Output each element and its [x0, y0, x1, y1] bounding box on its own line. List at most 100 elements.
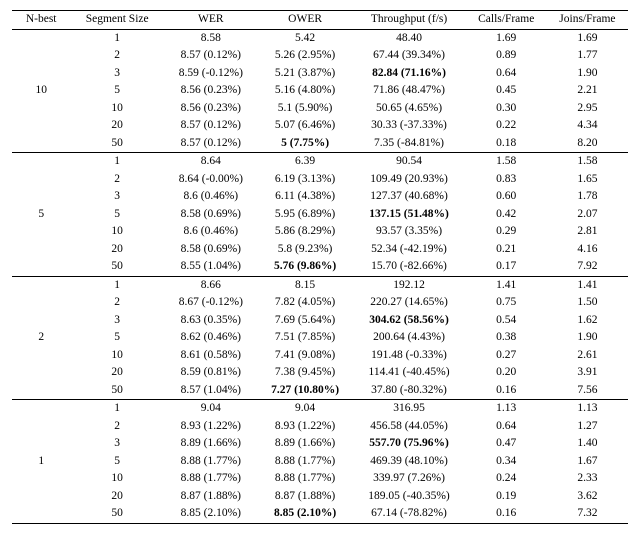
table-row: 108.56 (0.23%)5.1 (5.90%)50.65 (4.65%)0.…	[12, 100, 628, 118]
segment-size: 2	[70, 418, 164, 436]
segment-size: 10	[70, 100, 164, 118]
wer: 8.55 (1.04%)	[164, 258, 258, 276]
throughput: 339.97 (7.26%)	[352, 470, 465, 488]
segment-size: 3	[70, 435, 164, 453]
calls-per-frame: 0.20	[466, 364, 547, 382]
segment-size: 3	[70, 65, 164, 83]
table-row: 119.049.04316.951.131.13	[12, 400, 628, 418]
ower: 7.38 (9.45%)	[258, 364, 353, 382]
joins-per-frame: 8.20	[547, 135, 628, 153]
joins-per-frame: 2.21	[547, 82, 628, 100]
ower: 8.88 (1.77%)	[258, 470, 353, 488]
calls-per-frame: 0.75	[466, 294, 547, 312]
wer: 8.61 (0.58%)	[164, 347, 258, 365]
ower: 6.11 (4.38%)	[258, 188, 353, 206]
calls-per-frame: 0.24	[466, 470, 547, 488]
throughput: 7.35 (-84.81%)	[352, 135, 465, 153]
segment-size: 1	[70, 30, 164, 48]
joins-per-frame: 1.13	[547, 400, 628, 418]
segment-size: 5	[70, 206, 164, 224]
table-row: 38.63 (0.35%)7.69 (5.64%)304.62 (58.56%)…	[12, 312, 628, 330]
ower: 6.19 (3.13%)	[258, 171, 353, 189]
ower: 7.82 (4.05%)	[258, 294, 353, 312]
calls-per-frame: 0.89	[466, 47, 547, 65]
joins-per-frame: 4.34	[547, 117, 628, 135]
throughput: 200.64 (4.43%)	[352, 329, 465, 347]
joins-per-frame: 7.92	[547, 258, 628, 276]
joins-per-frame: 2.81	[547, 223, 628, 241]
ower: 8.15	[258, 277, 353, 295]
throughput: 48.40	[352, 30, 465, 48]
ower: 7.69 (5.64%)	[258, 312, 353, 330]
throughput: 456.58 (44.05%)	[352, 418, 465, 436]
nbest-cell: 2	[12, 277, 70, 400]
calls-per-frame: 0.64	[466, 418, 547, 436]
throughput: 52.34 (-42.19%)	[352, 241, 465, 259]
ower: 5.95 (6.89%)	[258, 206, 353, 224]
wer: 8.88 (1.77%)	[164, 453, 258, 471]
calls-per-frame: 1.13	[466, 400, 547, 418]
calls-per-frame: 0.27	[466, 347, 547, 365]
ower: 8.87 (1.88%)	[258, 488, 353, 506]
joins-per-frame: 1.69	[547, 30, 628, 48]
segment-size: 3	[70, 312, 164, 330]
throughput: 67.44 (39.34%)	[352, 47, 465, 65]
ower: 8.89 (1.66%)	[258, 435, 353, 453]
throughput: 316.95	[352, 400, 465, 418]
segment-size: 20	[70, 241, 164, 259]
throughput: 189.05 (-40.35%)	[352, 488, 465, 506]
wer: 8.6 (0.46%)	[164, 188, 258, 206]
ower: 5.1 (5.90%)	[258, 100, 353, 118]
table-row: 1018.585.4248.401.691.69	[12, 30, 628, 48]
wer: 8.6 (0.46%)	[164, 223, 258, 241]
segment-size: 5	[70, 82, 164, 100]
table-row: 28.57 (0.12%)5.26 (2.95%)67.44 (39.34%)0…	[12, 47, 628, 65]
table-row: 58.58 (0.69%)5.95 (6.89%)137.15 (51.48%)…	[12, 206, 628, 224]
table-row: 108.88 (1.77%)8.88 (1.77%)339.97 (7.26%)…	[12, 470, 628, 488]
throughput: 90.54	[352, 153, 465, 171]
wer: 8.85 (2.10%)	[164, 505, 258, 523]
calls-per-frame: 0.34	[466, 453, 547, 471]
table-row: 508.57 (1.04%)7.27 (10.80%)37.80 (-80.32…	[12, 382, 628, 400]
calls-per-frame: 1.69	[466, 30, 547, 48]
calls-per-frame: 0.47	[466, 435, 547, 453]
ower: 7.41 (9.08%)	[258, 347, 353, 365]
segment-size: 50	[70, 382, 164, 400]
wer: 8.66	[164, 277, 258, 295]
throughput: 220.27 (14.65%)	[352, 294, 465, 312]
throughput: 114.41 (-40.45%)	[352, 364, 465, 382]
table-row: 218.668.15192.121.411.41	[12, 277, 628, 295]
table-row: 28.64 (-0.00%)6.19 (3.13%)109.49 (20.93%…	[12, 171, 628, 189]
segment-size: 50	[70, 258, 164, 276]
calls-per-frame: 0.18	[466, 135, 547, 153]
wer: 8.58 (0.69%)	[164, 206, 258, 224]
throughput: 469.39 (48.10%)	[352, 453, 465, 471]
throughput: 191.48 (-0.33%)	[352, 347, 465, 365]
header-seg: Segment Size	[70, 11, 164, 29]
ower: 5.16 (4.80%)	[258, 82, 353, 100]
header-thr: Throughput (f/s)	[352, 11, 465, 29]
joins-per-frame: 3.62	[547, 488, 628, 506]
segment-size: 20	[70, 364, 164, 382]
header-jf: Joins/Frame	[547, 11, 628, 29]
segment-size: 2	[70, 294, 164, 312]
throughput: 37.80 (-80.32%)	[352, 382, 465, 400]
joins-per-frame: 3.91	[547, 364, 628, 382]
table-row: 58.56 (0.23%)5.16 (4.80%)71.86 (48.47%)0…	[12, 82, 628, 100]
table-row: 108.6 (0.46%)5.86 (8.29%)93.57 (3.35%)0.…	[12, 223, 628, 241]
wer: 8.63 (0.35%)	[164, 312, 258, 330]
joins-per-frame: 1.65	[547, 171, 628, 189]
ower: 5.42	[258, 30, 353, 48]
joins-per-frame: 1.58	[547, 153, 628, 171]
wer: 8.87 (1.88%)	[164, 488, 258, 506]
ower: 5.07 (6.46%)	[258, 117, 353, 135]
calls-per-frame: 0.60	[466, 188, 547, 206]
wer: 8.64	[164, 153, 258, 171]
joins-per-frame: 1.67	[547, 453, 628, 471]
wer: 8.88 (1.77%)	[164, 470, 258, 488]
joins-per-frame: 1.77	[547, 47, 628, 65]
nbest-cell: 1	[12, 400, 70, 523]
joins-per-frame: 2.61	[547, 347, 628, 365]
table-row: 108.61 (0.58%)7.41 (9.08%)191.48 (-0.33%…	[12, 347, 628, 365]
header-cf: Calls/Frame	[466, 11, 547, 29]
